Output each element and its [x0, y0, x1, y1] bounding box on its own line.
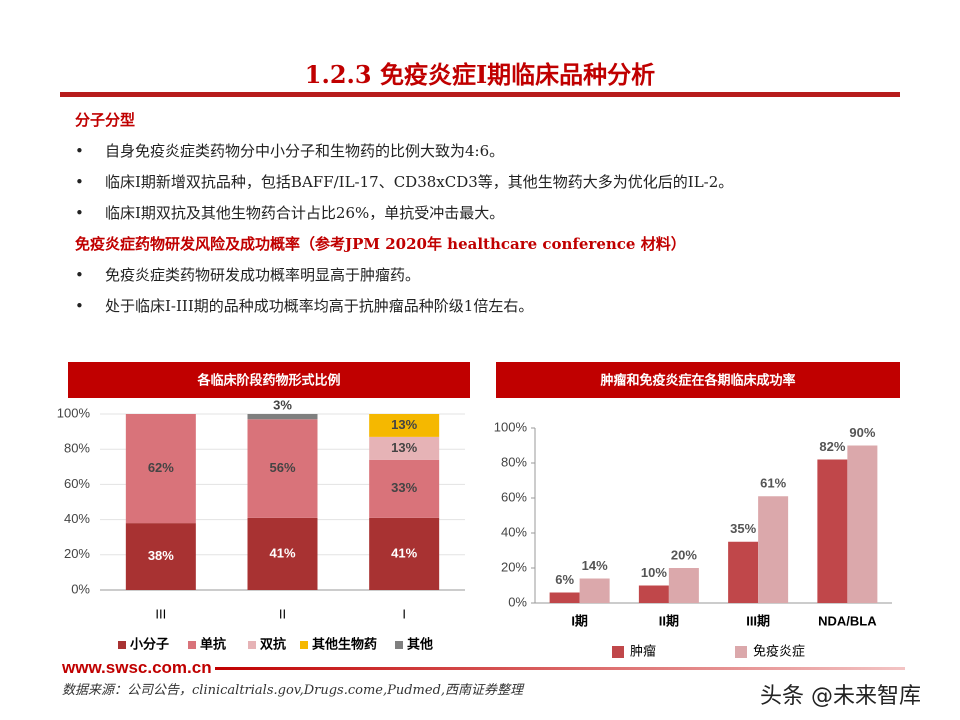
data-label: 35%	[730, 521, 756, 536]
data-label: 82%	[819, 439, 845, 454]
chart-banner	[68, 362, 470, 398]
data-label: 20%	[671, 547, 697, 562]
y-tick-label: 40%	[64, 511, 90, 526]
bar-segment	[247, 414, 318, 420]
x-tick-label: II期	[659, 613, 679, 628]
data-label: 41%	[391, 545, 417, 560]
legend-swatch	[188, 641, 196, 649]
bar	[579, 578, 610, 603]
bar	[549, 592, 580, 603]
y-tick-label: 0%	[508, 594, 527, 609]
legend-swatch	[300, 641, 308, 649]
bullet: 临床I期新增双抗品种，包括BAFF/IL-17、CD38xCD3等，其他生物药大…	[75, 167, 935, 198]
chart-banner	[496, 362, 900, 398]
data-label: 61%	[760, 476, 786, 491]
legend-swatch	[118, 641, 126, 649]
bar-segment	[369, 436, 440, 460]
y-tick-label: 80%	[501, 454, 527, 469]
bar	[638, 585, 669, 603]
y-tick-label: 80%	[64, 441, 90, 456]
data-label: 62%	[148, 460, 174, 475]
y-tick-label: 60%	[501, 489, 527, 504]
section-heading: 分子分型	[75, 111, 136, 129]
bar-segment	[125, 414, 196, 524]
y-tick-label: 40%	[501, 524, 527, 539]
legend-label: 其他	[407, 636, 433, 651]
bar-segment	[369, 459, 440, 518]
data-label: 41%	[269, 545, 295, 560]
bar-segment	[369, 517, 440, 590]
title-rule	[60, 92, 900, 97]
legend-label: 单抗	[200, 636, 226, 651]
legend-swatch	[612, 646, 624, 658]
data-label: 6%	[555, 572, 574, 587]
y-tick-label: 60%	[64, 476, 90, 491]
data-label: 38%	[148, 548, 174, 563]
data-label: 33%	[391, 480, 417, 495]
bar-segment	[247, 419, 318, 518]
legend-label: 小分子	[130, 636, 169, 651]
legend-swatch	[248, 641, 256, 649]
bullet: 临床I期双抗及其他生物药合计占比26%，单抗受冲击最大。	[75, 198, 935, 229]
legend-swatch	[395, 641, 403, 649]
x-tick-label: I期	[571, 613, 588, 628]
legend-label: 免疫炎症	[753, 643, 805, 658]
x-tick-label: NDA/BLA	[818, 613, 877, 628]
slide-title: 1.2.3 免疫炎症I期临床品种分析	[304, 60, 656, 89]
bar	[728, 541, 759, 603]
bullet: 处于临床I-III期的品种成功概率均高于抗肿瘤品种阶级1倍左右。	[75, 291, 935, 322]
bar	[847, 445, 878, 603]
footer-rule	[215, 667, 905, 670]
watermark: 头条 @未来智库	[760, 684, 921, 709]
legend-label: 其他生物药	[312, 636, 377, 651]
data-label: 14%	[582, 558, 608, 573]
data-label: 10%	[641, 565, 667, 580]
data-label: 90%	[849, 425, 875, 440]
bar-segment	[247, 517, 318, 590]
bullet: 自身免疫炎症类药物分中小分子和生物药的比例大致为4:6。	[75, 136, 935, 167]
data-label: 56%	[269, 460, 295, 475]
bar	[817, 459, 848, 603]
y-tick-label: 100%	[57, 405, 91, 420]
x-tick-label: III期	[746, 613, 770, 628]
source-note: 数据来源：公司公告，clinicaltrials.gov,Drugs.come,…	[62, 683, 524, 698]
chart-title: 肿瘤和免疫炎症在各期临床成功率	[600, 372, 795, 387]
y-tick-label: 20%	[64, 546, 90, 561]
bullet: 免疫炎症类药物研发成功概率明显高于肿瘤药。	[75, 260, 935, 291]
legend-label: 肿瘤	[630, 643, 656, 658]
data-label: 13%	[391, 417, 417, 432]
bar	[758, 496, 789, 603]
text-body: 分子分型自身免疫炎症类药物分中小分子和生物药的比例大致为4:6。临床I期新增双抗…	[75, 105, 935, 322]
bar-segment	[369, 414, 440, 437]
x-tick-label: I	[402, 606, 406, 621]
data-label: 13%	[391, 440, 417, 455]
chart-title: 各临床阶段药物形式比例	[196, 372, 340, 387]
x-tick-label: II	[279, 606, 286, 621]
bar-segment	[125, 523, 196, 590]
x-tick-label: III	[155, 606, 166, 621]
y-tick-label: 100%	[494, 419, 528, 434]
bar	[668, 568, 699, 603]
logo: www.swsc.com.cn	[62, 658, 212, 677]
legend-swatch	[735, 646, 747, 658]
data-label: 3%	[273, 397, 292, 412]
y-tick-label: 0%	[71, 581, 90, 596]
legend-label: 双抗	[260, 636, 286, 651]
section-heading: 免疫炎症药物研发风险及成功概率（参考JPM 2020年 healthcare c…	[75, 235, 686, 253]
y-tick-label: 20%	[501, 559, 527, 574]
